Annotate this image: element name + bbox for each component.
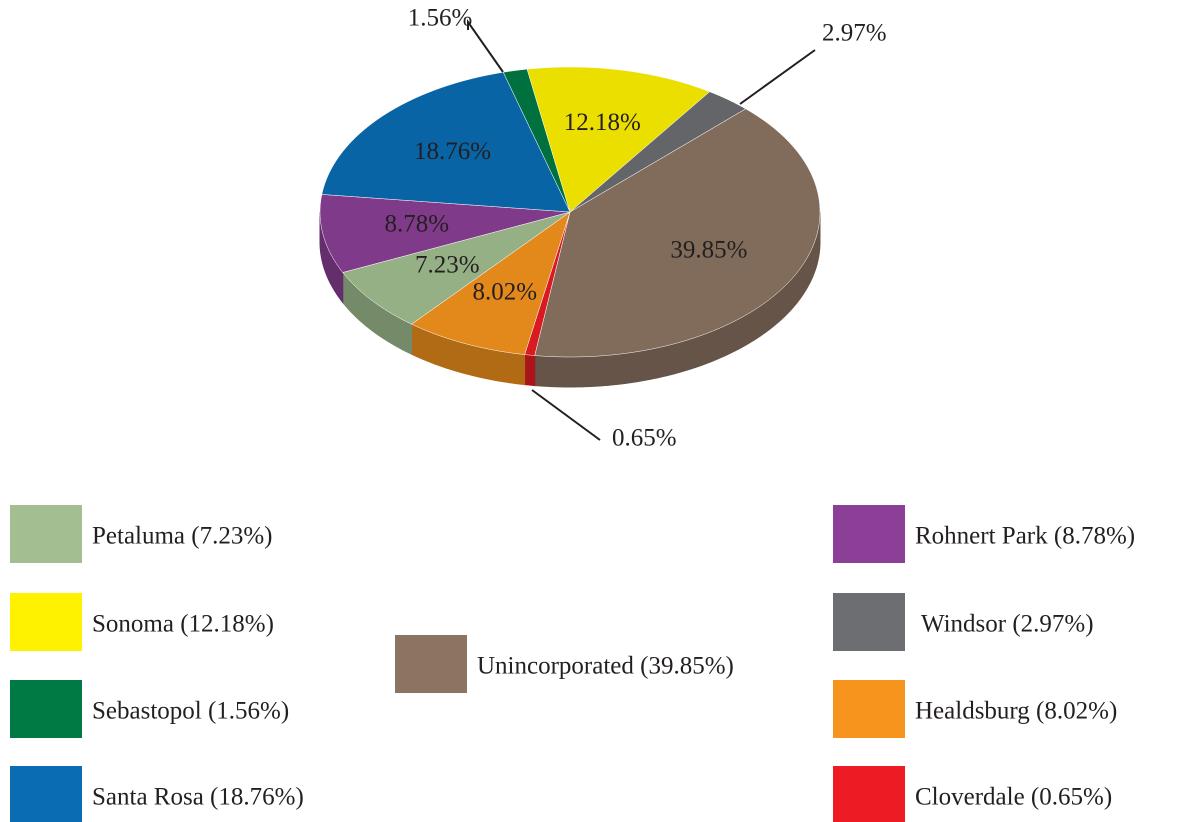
data-label: 8.78% [385, 211, 450, 238]
legend-swatch [10, 593, 82, 651]
legend-label: Petaluma (7.23%) [92, 523, 273, 550]
legend-swatch [10, 505, 82, 563]
legend-swatch [395, 635, 467, 693]
slice [321, 71, 571, 213]
data-label: 2.97% [822, 20, 887, 47]
slice-side [524, 354, 536, 387]
data-label: 0.65% [612, 425, 677, 452]
slice [526, 66, 711, 213]
legend-swatch [10, 766, 82, 822]
data-label: 8.02% [472, 278, 537, 305]
slice [502, 68, 571, 213]
legend-label: Santa Rosa (18.76%) [92, 784, 304, 811]
data-label: 18.76% [414, 138, 491, 165]
slice [319, 194, 571, 273]
legend-label: Healdsburg (8.02%) [915, 698, 1117, 725]
data-label: 1.56% [408, 5, 473, 32]
legend-swatch [833, 505, 905, 563]
leader-line [739, 49, 816, 105]
data-label: 12.18% [564, 109, 641, 136]
legend-label: Rohnert Park (8.78%) [915, 523, 1135, 550]
data-label: 39.85% [670, 237, 747, 264]
slice [411, 211, 571, 355]
slice [534, 108, 821, 358]
legend-label: Cloverdale (0.65%) [915, 784, 1112, 811]
legend-swatch [10, 680, 82, 738]
leader-line [467, 18, 504, 73]
legend-swatch [833, 766, 905, 822]
legend-label: Windsor (2.97%) [921, 611, 1094, 638]
legend-label: Sonoma (12.18%) [92, 611, 274, 638]
legend-label: Unincorporated (39.85%) [477, 653, 734, 680]
legend-swatch [833, 593, 905, 651]
legend-swatch [833, 680, 905, 738]
slice [569, 91, 747, 213]
leader-line [531, 389, 601, 441]
slice [342, 211, 571, 325]
legend-label: Sebastopol (1.56%) [92, 698, 289, 725]
data-label: 7.23% [415, 252, 480, 279]
